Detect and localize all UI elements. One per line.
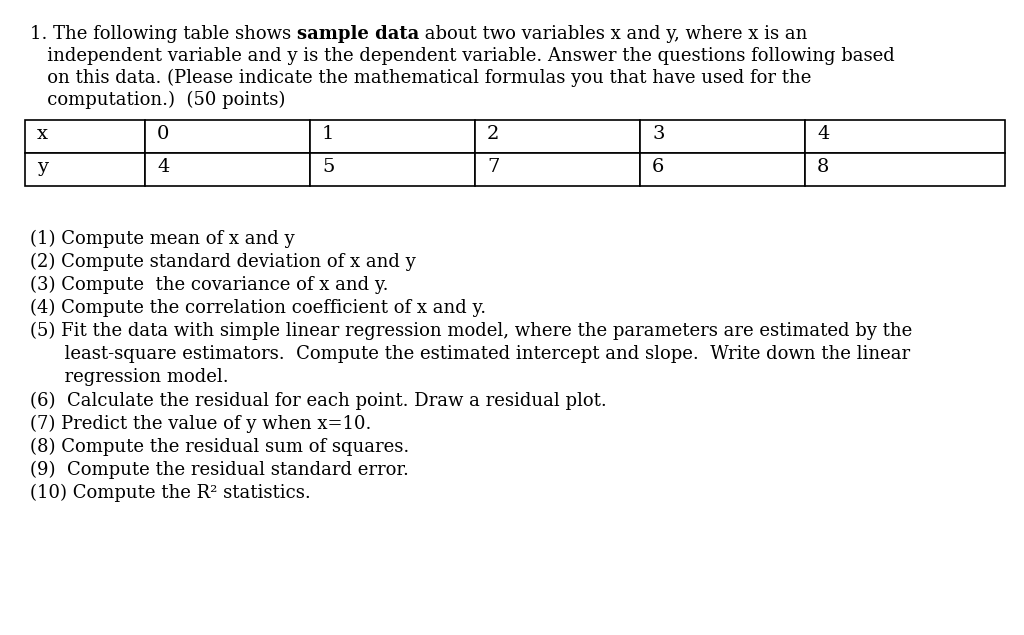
Text: (1) Compute mean of x and y: (1) Compute mean of x and y	[30, 230, 295, 248]
Bar	[475, 152, 640, 185]
Text: (7) Predict the value of y when x=10.: (7) Predict the value of y when x=10.	[30, 415, 372, 432]
Text: y: y	[37, 159, 48, 177]
Bar	[25, 152, 145, 185]
Text: (2) Compute standard deviation of x and y: (2) Compute standard deviation of x and …	[30, 253, 416, 271]
Bar	[310, 119, 475, 152]
Text: regression model.: regression model.	[30, 368, 228, 386]
Text: independent variable and y is the dependent variable. Answer the questions follo: independent variable and y is the depend…	[30, 47, 895, 65]
Bar	[805, 119, 1005, 152]
Text: sample data: sample data	[297, 25, 419, 43]
Text: (5) Fit the data with simple linear regression model, where the parameters are e: (5) Fit the data with simple linear regr…	[30, 322, 912, 340]
Text: computation.)  (50 points): computation.) (50 points)	[30, 91, 286, 109]
Text: on this data. (Please indicate the mathematical formulas you that have used for : on this data. (Please indicate the mathe…	[30, 69, 811, 87]
Text: least-square estimators.  Compute the estimated intercept and slope.  Write down: least-square estimators. Compute the est…	[30, 345, 910, 363]
Text: 6: 6	[652, 159, 665, 177]
Bar	[640, 119, 805, 152]
Text: 4: 4	[157, 159, 169, 177]
Text: 8: 8	[817, 159, 829, 177]
Bar	[145, 152, 310, 185]
Text: 1. The following table shows: 1. The following table shows	[30, 25, 297, 43]
Bar	[310, 152, 475, 185]
Text: x: x	[37, 126, 48, 144]
Bar	[145, 119, 310, 152]
Text: 2: 2	[487, 126, 500, 144]
Text: 3: 3	[652, 126, 665, 144]
Text: 4: 4	[817, 126, 829, 144]
Bar	[25, 119, 145, 152]
Text: 7: 7	[487, 159, 500, 177]
Bar	[805, 152, 1005, 185]
Text: 1: 1	[322, 126, 335, 144]
Text: (9)  Compute the residual standard error.: (9) Compute the residual standard error.	[30, 460, 409, 479]
Text: (10) Compute the R² statistics.: (10) Compute the R² statistics.	[30, 484, 310, 502]
Text: 5: 5	[322, 159, 335, 177]
Text: 0: 0	[157, 126, 169, 144]
Text: (3) Compute  the covariance of x and y.: (3) Compute the covariance of x and y.	[30, 276, 388, 294]
Text: (6)  Calculate the residual for each point. Draw a residual plot.: (6) Calculate the residual for each poin…	[30, 391, 607, 410]
Bar	[475, 119, 640, 152]
Text: (8) Compute the residual sum of squares.: (8) Compute the residual sum of squares.	[30, 438, 410, 456]
Bar	[640, 152, 805, 185]
Text: about two variables x and y, where x is an: about two variables x and y, where x is …	[419, 25, 808, 43]
Text: (4) Compute the correlation coefficient of x and y.: (4) Compute the correlation coefficient …	[30, 299, 486, 317]
